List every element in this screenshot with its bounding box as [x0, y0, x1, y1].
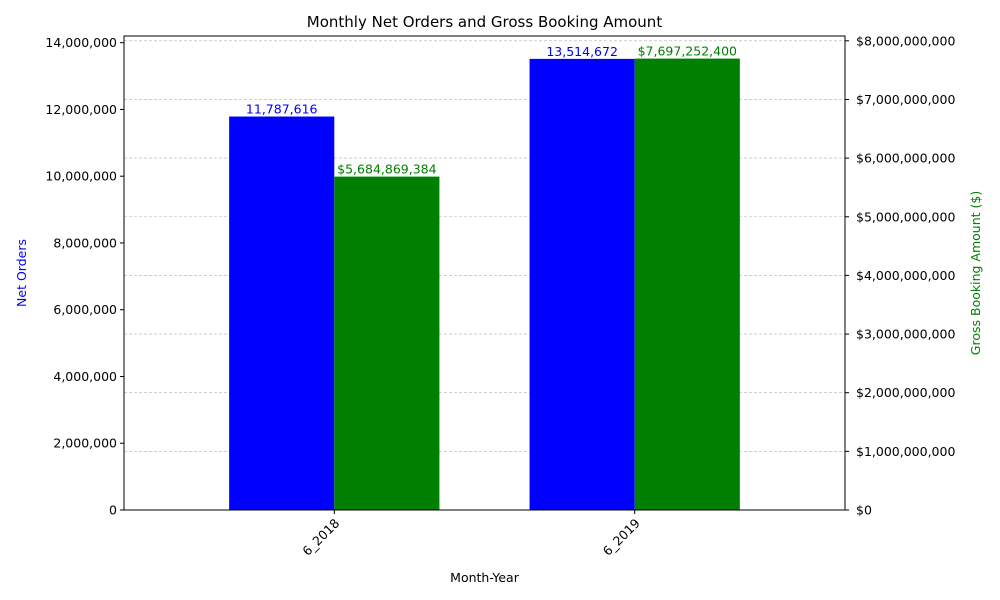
plot-frame	[123, 35, 846, 511]
right-tick-label: $4,000,000,000	[856, 268, 955, 283]
left-axis-ticks: 0 2,000,000 4,000,000 6,000,000 8,000,000 10,…	[45, 35, 124, 518]
bar-value-label: 13,514,672	[546, 44, 618, 59]
axes	[123, 35, 846, 511]
left-tick-label: 12,000,000	[45, 102, 117, 117]
right-tick-label: $3,000,000,000	[856, 327, 955, 342]
left-tick-label: 8,000,000	[53, 235, 117, 250]
bar-value-label: $5,684,869,384	[337, 162, 436, 177]
right-tick-label: $1,000,000,000	[856, 444, 955, 459]
bars	[229, 58, 740, 511]
x-axis-label: Month-Year	[450, 570, 520, 585]
x-tick-label: 6_2018	[299, 515, 342, 558]
right-tick-label: $6,000,000,000	[856, 151, 955, 166]
bar-value-labels: 11,787,616 $5,684,869,384 13,514,672 $7,697…	[246, 44, 737, 177]
bar-series-2	[334, 176, 440, 511]
bar-series-1	[529, 58, 635, 511]
right-tick-label: $0	[856, 503, 872, 518]
right-tick-label: $8,000,000,000	[856, 33, 955, 48]
left-tick-label: 6,000,000	[53, 302, 117, 317]
right-tick-label: $2,000,000,000	[856, 385, 955, 400]
right-axis-label: Gross Booking Amount ($)	[968, 191, 983, 355]
left-tick-label: 2,000,000	[53, 436, 117, 451]
left-tick-label: 0	[109, 503, 117, 518]
left-tick-label: 14,000,000	[45, 35, 117, 50]
left-tick-label: 10,000,000	[45, 169, 117, 184]
bar-value-label: $7,697,252,400	[638, 44, 737, 59]
x-tick-label: 6_2019	[600, 515, 643, 558]
bar-series-2	[634, 58, 740, 510]
x-axis-ticks: 6_2018 6_2019	[299, 510, 643, 559]
left-axis-label: Net Orders	[14, 239, 29, 307]
right-tick-label: $7,000,000,000	[856, 92, 955, 107]
bar-series-1	[229, 116, 335, 510]
right-tick-label: $5,000,000,000	[856, 209, 955, 224]
bar-value-label: 11,787,616	[246, 102, 318, 117]
left-tick-label: 4,000,000	[53, 369, 117, 384]
chart-title: Monthly Net Orders and Gross Booking Amo…	[307, 13, 663, 31]
right-axis-ticks: $0 $1,000,000,000 $2,000,000,000 $3,000,000…	[845, 33, 955, 518]
